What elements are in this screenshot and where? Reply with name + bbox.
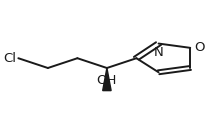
Text: Cl: Cl <box>3 52 16 65</box>
Text: O: O <box>194 41 205 54</box>
Polygon shape <box>103 68 111 91</box>
Text: OH: OH <box>97 74 117 87</box>
Text: N: N <box>154 46 163 59</box>
